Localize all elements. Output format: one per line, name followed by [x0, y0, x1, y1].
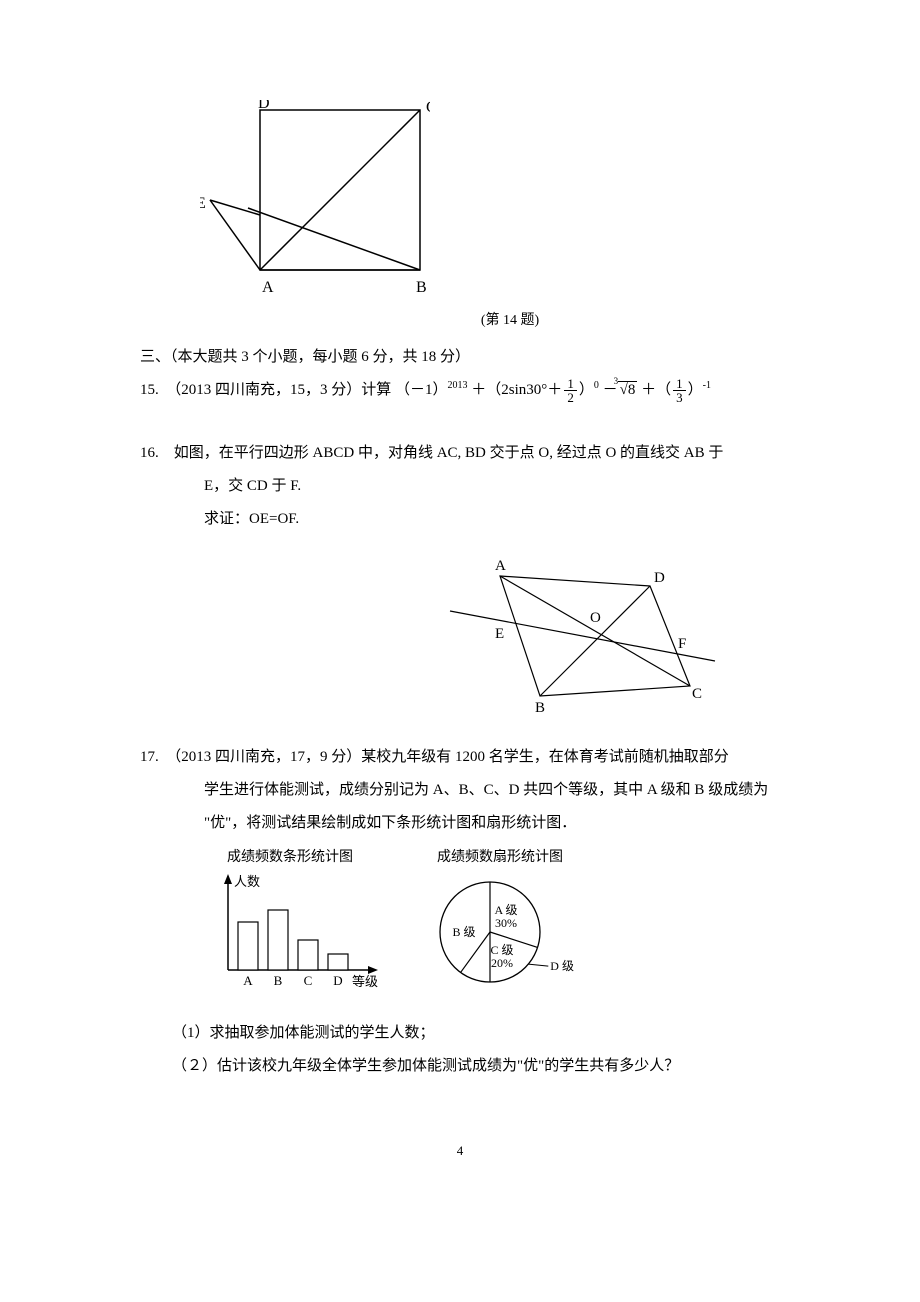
- fig14-label-E: E: [200, 195, 206, 212]
- q15-source: （2013 四川南充，15，3 分）计算: [174, 382, 392, 398]
- charts-row: 成绩频数条形统计图 人数等级 A B C D 成绩频数扇形统计图 A 级30% B 级 C …: [200, 846, 780, 997]
- bar-chart-title: 成绩频数条形统计图: [200, 846, 380, 866]
- svg-text:30%: 30%: [495, 916, 517, 930]
- page-number: 4: [140, 1143, 780, 1159]
- svg-text:20%: 20%: [491, 956, 513, 970]
- q15-expr-a: （－1）: [395, 382, 448, 398]
- q15-root: 3√8: [618, 374, 638, 407]
- figure-16-svg: A D O E F B C: [440, 556, 720, 716]
- svg-text:B 级: B 级: [452, 925, 475, 939]
- svg-text:人数: 人数: [234, 874, 260, 889]
- pie-chart-title: 成绩频数扇形统计图: [420, 846, 580, 866]
- bar-chart-svg: 人数等级 A B C D: [200, 872, 380, 992]
- question-16-line1: 16. 如图，在平行四边形 ABCD 中，对角线 AC, BD 交于点 O, 经…: [140, 437, 780, 470]
- question-17-line1: 17. （2013 四川南充，17，9 分）某校九年级有 1200 名学生，在体…: [140, 741, 780, 774]
- figure-14-caption: (第 14 题): [240, 309, 780, 329]
- q15-frac1: 12: [564, 377, 577, 404]
- question-15: 15. （2013 四川南充，15，3 分）计算 （－1）2013 ＋（2sin…: [140, 374, 780, 407]
- svg-text:D: D: [333, 973, 342, 988]
- q15-prefix: 15.: [140, 382, 174, 398]
- figure-16: A D O E F B C: [440, 556, 780, 721]
- q15-expr-a-sup: 2013: [448, 380, 468, 391]
- svg-text:D 级: D 级: [550, 959, 574, 973]
- q17-sub1: （1）求抽取参加体能测试的学生人数；: [172, 1017, 780, 1050]
- fig14-label-B: B: [416, 279, 427, 296]
- fig16-label-D: D: [654, 570, 665, 586]
- q15-plus2: ＋（: [641, 382, 671, 398]
- q16-prefix: 16.: [140, 445, 174, 461]
- question-17-line2: 学生进行体能测试，成绩分别记为 A、B、C、D 共四个等级，其中 A 级和 B …: [204, 774, 780, 807]
- figure-14: D C E A B (第 14 题): [200, 100, 780, 329]
- q15-pow0: 0: [594, 380, 599, 391]
- svg-text:B: B: [274, 973, 283, 988]
- fig16-label-B: B: [535, 700, 545, 716]
- svg-text:C: C: [304, 973, 313, 988]
- svg-text:等级: 等级: [352, 974, 378, 989]
- q15-expr-plus1: ＋（2sin30°＋: [471, 382, 562, 398]
- figure-14-svg: D C E A B: [200, 100, 430, 300]
- fig16-label-O: O: [590, 610, 601, 626]
- q15-frac2: 13: [673, 377, 686, 404]
- q15-pown1: -1: [703, 380, 711, 391]
- section-3-header: 三、（本大题共 3 个小题，每小题 6 分，共 18 分）: [140, 341, 780, 374]
- pie-chart-svg: A 级30% B 级 C 级20% D 级: [420, 872, 580, 992]
- fig14-label-C: C: [426, 100, 430, 116]
- question-16-line3: 求证：OE=OF.: [204, 503, 780, 536]
- q17-prefix: 17.: [140, 749, 174, 765]
- q17-sub2: （２）估计该校九年级全体学生参加体能测试成绩为"优"的学生共有多少人？: [172, 1050, 780, 1083]
- svg-text:A 级: A 级: [494, 903, 517, 917]
- fig16-label-C: C: [692, 686, 702, 702]
- fig14-label-D: D: [258, 100, 270, 112]
- q15-close0: ）: [579, 382, 594, 398]
- question-16-line2: E，交 CD 于 F.: [204, 470, 780, 503]
- fig16-label-E: E: [495, 626, 504, 642]
- fig14-label-A: A: [262, 279, 274, 296]
- question-17-line3: "优"，将测试结果绘制成如下条形统计图和扇形统计图．: [204, 807, 780, 840]
- q15-close-n1: ）: [688, 382, 703, 398]
- fig16-label-A: A: [495, 558, 506, 574]
- svg-text:A: A: [243, 973, 253, 988]
- fig16-label-F: F: [678, 636, 686, 652]
- bar-chart-block: 成绩频数条形统计图 人数等级 A B C D: [200, 846, 380, 997]
- svg-text:C 级: C 级: [490, 943, 513, 957]
- pie-chart-block: 成绩频数扇形统计图 A 级30% B 级 C 级20% D 级: [420, 846, 580, 997]
